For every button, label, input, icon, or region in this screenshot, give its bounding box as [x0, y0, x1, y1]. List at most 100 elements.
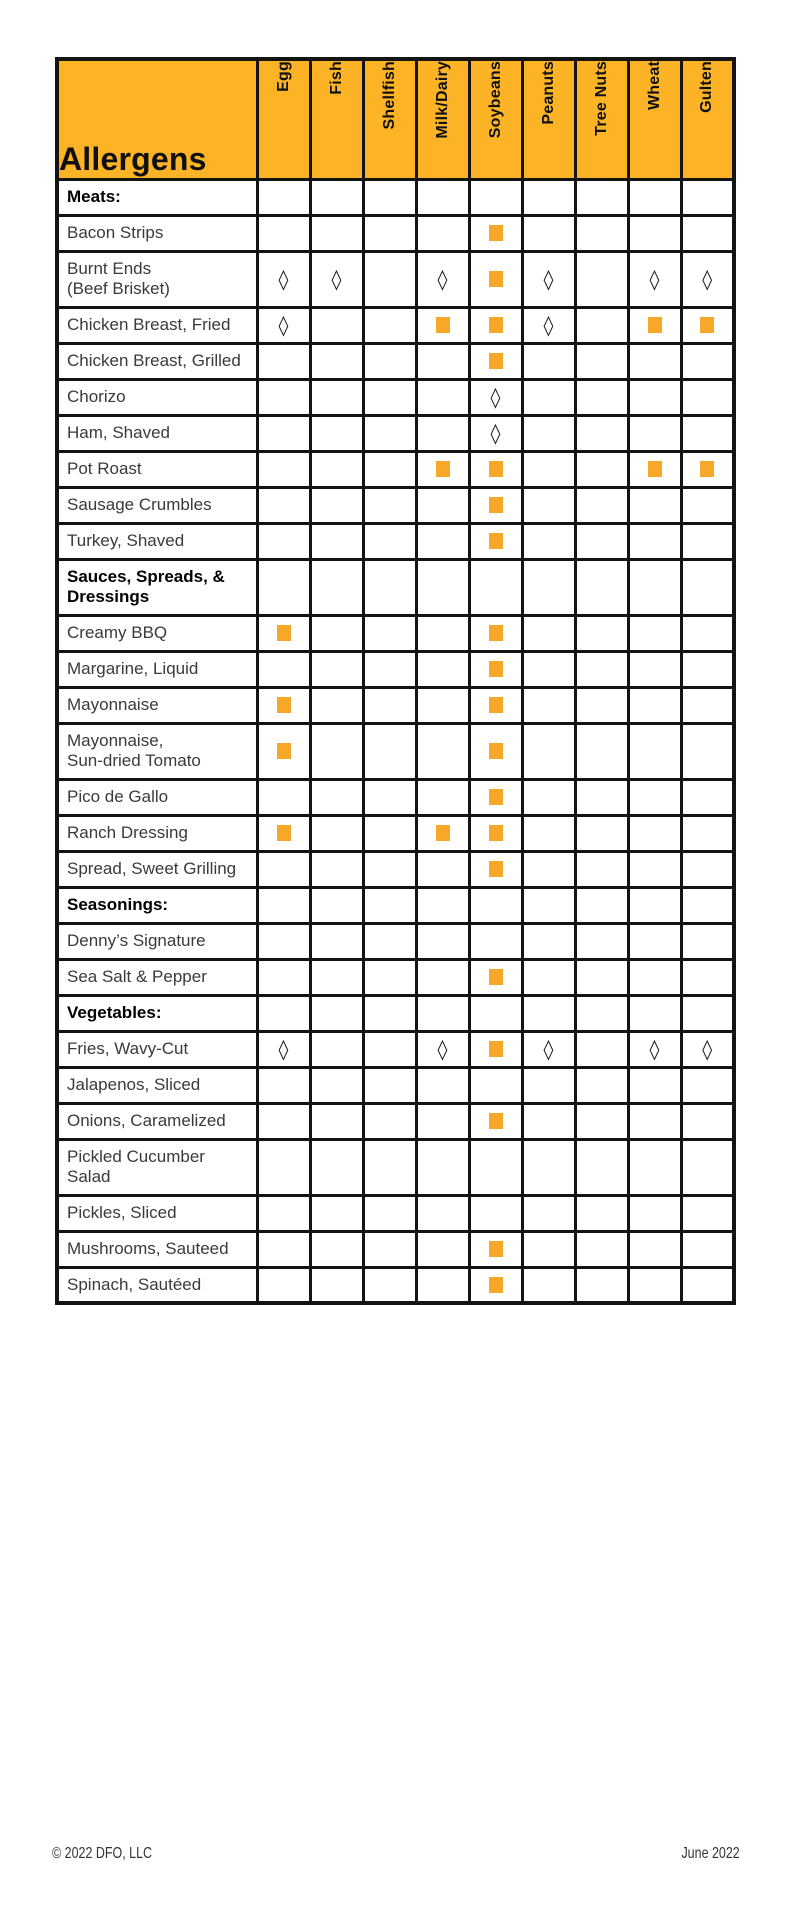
allergen-cell	[255, 721, 312, 781]
allergen-cell-empty	[520, 649, 577, 689]
allergen-cell-empty	[361, 777, 418, 817]
allergen-cell-empty	[573, 1265, 630, 1305]
allergen-cell: ◊	[414, 249, 471, 309]
allergen-cell	[467, 721, 524, 781]
allergen-cell-empty	[308, 1065, 365, 1105]
allergen-cell-empty	[679, 885, 736, 925]
allergen-cell-empty	[361, 1137, 418, 1197]
allergen-cell-empty	[573, 849, 630, 889]
food-label: Spread, Sweet Grilling	[55, 849, 259, 889]
allergen-cell-empty	[361, 885, 418, 925]
column-header-label: Soybeans	[486, 61, 504, 139]
table-row: Pickles, Sliced	[55, 1193, 736, 1233]
allergen-cell: ◊	[520, 249, 577, 309]
contains-square-marker	[488, 496, 503, 513]
allergen-cell-empty	[573, 777, 630, 817]
allergen-cell-empty	[626, 649, 683, 689]
allergen-cell-empty	[255, 377, 312, 417]
allergen-cell-empty	[573, 721, 630, 781]
allergen-cell-empty	[361, 613, 418, 653]
allergen-cell	[414, 449, 471, 489]
table-row: Denny’s Signature	[55, 921, 736, 961]
allergen-cell-empty	[679, 1265, 736, 1305]
allergen-cell-empty	[679, 413, 736, 453]
allergen-cell-empty	[626, 1265, 683, 1305]
allergen-cell-empty	[361, 1193, 418, 1233]
may-contain-diamond-marker: ◊	[543, 1037, 554, 1061]
table-row: Jalapenos, Sliced	[55, 1065, 736, 1105]
allergen-cell-empty	[308, 777, 365, 817]
contains-square-marker	[276, 742, 291, 759]
allergen-cell: ◊	[679, 1029, 736, 1069]
food-label: Turkey, Shaved	[55, 521, 259, 561]
allergen-cell-empty	[255, 521, 312, 561]
contains-square-marker	[700, 316, 715, 333]
allergen-cell-empty	[308, 1029, 365, 1069]
allergen-cell-empty	[626, 885, 683, 925]
contains-square-marker	[647, 460, 662, 477]
contains-square-marker	[488, 352, 503, 369]
allergen-cell-empty	[679, 613, 736, 653]
allergen-cell-empty	[414, 849, 471, 889]
allergen-cell-empty	[255, 485, 312, 525]
allergen-cell-empty	[361, 341, 418, 381]
allergen-cell-empty	[679, 1101, 736, 1141]
contains-square-marker	[488, 270, 503, 287]
allergen-cell-empty	[626, 177, 683, 217]
allergen-cell-empty	[679, 557, 736, 617]
allergen-cell-empty	[626, 957, 683, 997]
allergen-cell-empty	[361, 305, 418, 345]
allergen-cell-empty	[361, 213, 418, 253]
column-header-label: Tree Nuts	[592, 61, 610, 136]
table-row: Margarine, Liquid	[55, 649, 736, 689]
food-label: Chorizo	[55, 377, 259, 417]
food-label: Jalapenos, Sliced	[55, 1065, 259, 1105]
allergen-cell-empty	[255, 1137, 312, 1197]
allergen-cell-empty	[308, 813, 365, 853]
allergen-cell-empty	[573, 413, 630, 453]
allergen-cell-empty	[626, 413, 683, 453]
table-row: Ham, Shaved ◊	[55, 413, 736, 453]
allergen-cell: ◊	[255, 305, 312, 345]
allergen-cell-empty	[308, 557, 365, 617]
allergen-cell-empty	[520, 1065, 577, 1105]
allergen-cell-empty	[679, 957, 736, 997]
allergen-cell-empty	[308, 341, 365, 381]
table-header: Allergens Egg Fish Shellfish Milk/Dairy Soyb…	[55, 57, 736, 181]
allergen-cell-empty	[467, 1193, 524, 1233]
allergen-cell-empty	[255, 1101, 312, 1141]
allergen-cell-empty	[361, 849, 418, 889]
allergen-cell-empty	[308, 449, 365, 489]
allergen-cell-empty	[520, 1101, 577, 1141]
allergen-cell-empty	[361, 1065, 418, 1105]
contains-square-marker	[488, 696, 503, 713]
allergen-cell-empty	[520, 1229, 577, 1269]
food-label: Spinach, Sautéed	[55, 1265, 259, 1305]
food-label: Margarine, Liquid	[55, 649, 259, 689]
allergen-cell-empty	[520, 721, 577, 781]
allergen-cell-empty	[520, 957, 577, 997]
allergen-cell-empty	[308, 413, 365, 453]
contains-square-marker	[488, 824, 503, 841]
allergen-cell-empty	[679, 721, 736, 781]
allergen-cell-empty	[573, 449, 630, 489]
contains-square-marker	[488, 316, 503, 333]
allergen-cell	[467, 341, 524, 381]
section-label: Sauces, Spreads, & Dressings	[55, 557, 259, 617]
allergen-cell-empty	[414, 1265, 471, 1305]
may-contain-diamond-marker: ◊	[278, 267, 289, 291]
allergen-cell-empty	[626, 1101, 683, 1141]
allergen-cell-empty	[626, 813, 683, 853]
allergen-cell-empty	[361, 813, 418, 853]
contains-square-marker	[488, 1276, 503, 1293]
allergen-cell-empty	[361, 521, 418, 561]
allergen-cell-empty	[573, 485, 630, 525]
allergen-cell-empty	[520, 849, 577, 889]
table-row: Burnt Ends (Beef Brisket) ◊ ◊ ◊ ◊ ◊ ◊	[55, 249, 736, 309]
allergen-cell-empty	[414, 957, 471, 997]
allergen-cell-empty	[573, 613, 630, 653]
food-label: Pickles, Sliced	[55, 1193, 259, 1233]
food-label: Ham, Shaved	[55, 413, 259, 453]
allergen-cell	[255, 685, 312, 725]
